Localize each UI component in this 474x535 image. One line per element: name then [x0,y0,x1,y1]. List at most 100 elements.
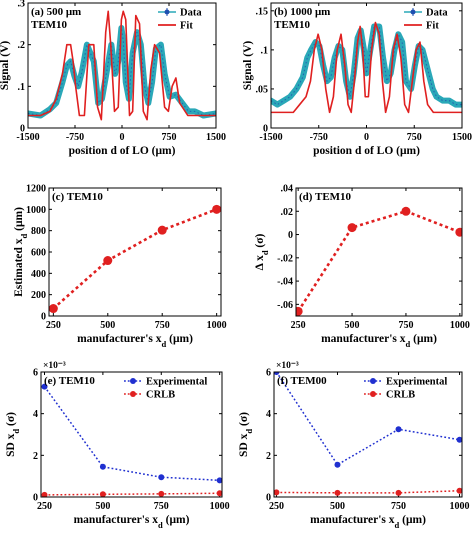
data-point-crlb [99,491,106,497]
y-tick-label: .3 [18,0,26,10]
data-point-experimental [216,477,222,484]
series-line-experimental [43,386,220,482]
series-line-crlb [276,490,460,494]
data-point-crlb [216,490,222,497]
legend-label-data: Data [426,8,448,19]
x-tick-label: -1500 [259,132,282,143]
data-point-estimate [455,227,462,237]
x-tick-label: 1000 [207,320,227,331]
data-markers [271,25,462,106]
y-tick-label: .02 [281,207,294,218]
axes-frame [270,2,463,129]
x-tick-label: 750 [407,132,422,143]
y-axis-label: Estimated xd (μm) [13,207,29,297]
legend-swatch-marker [130,391,136,397]
y-tick-label: .15 [256,6,269,17]
y-tick-label: 800 [31,226,46,237]
data-point-experimental [274,372,280,375]
data-point-estimate [157,225,167,235]
x-axis-label: manufacturer's xd (μm) [310,514,426,530]
panel-title: (b) 1000 μm [274,6,330,18]
y-tick-label: .1 [261,45,269,56]
data-point-crlb [334,489,341,496]
plot-area-b [271,21,462,114]
y-tick-label: 0 [33,493,38,504]
y-tick-label: 0 [288,230,293,241]
x-axis-label: manufacturer's xd (μm) [77,333,193,349]
series-line-estimate [297,209,461,313]
data-point-estimate [347,223,357,233]
data-point-crlb [395,489,402,496]
legend-swatch-marker [164,9,170,15]
y-tick-label: 0 [266,493,271,504]
panel-a: -1500 -750 0 750 1500 0 .1 .2 .3 position d of LO… [0,0,226,157]
x-tick-label: 1500 [206,132,226,143]
legend-label-fit: Fit [180,21,193,32]
y-axis-label: Signal (V) [242,41,254,91]
legend-label-experimental: Experimental [146,377,207,388]
y-tick-label: -.02 [277,253,293,264]
y-tick-label: 2 [33,451,38,462]
y-tick-label: 600 [31,248,46,259]
plot-area-a [28,10,216,121]
data-point-estimate [212,204,221,214]
x-tick-label: 750 [155,320,170,331]
panel-title: (e) TEM10 [44,375,95,387]
y-tick-label: 6 [266,368,271,379]
panel-d: 250 500 750 1000 -.06 -.04 -.02 0 .02 .04 manufact… [254,184,470,350]
y-axis-label: Δ xd (σ) [254,233,270,270]
panel-title: (d) TEM10 [299,191,352,203]
axes-frame [27,2,217,129]
x-tick-label: -1500 [16,132,39,143]
x-axis-label: manufacturer's xd (μm) [321,333,437,349]
panel-e: 250 500 750 1000 0 2 4 6 manufacturer's xd (μm) S… [5,361,230,530]
y-tick-label: 4 [33,409,38,420]
axes-frame [40,371,223,498]
panel-title: (a) 500 μm [31,6,81,18]
panel-title: (f) TEM00 [277,375,327,387]
legend-label-crlb: CRLB [146,390,175,401]
y-tick-label: .2 [18,40,26,51]
data-point-experimental [456,436,462,443]
legend-swatch-marker [130,378,136,384]
y-tick-label: .1 [18,82,26,93]
y-tick-label: 400 [31,269,46,280]
x-tick-label: 250 [291,320,306,331]
panel-b: -1500 -750 0 750 1500 0 .05 .1 .15 position d of … [242,2,472,157]
fit-line [271,21,462,114]
data-point-crlb [456,487,462,494]
panel-mode-label: TEM10 [31,19,68,31]
data-point-estimate [103,256,113,266]
fit-line [28,10,216,121]
x-tick-label: 250 [46,320,61,331]
legend-label-fit: Fit [426,21,439,32]
data-point-crlb [274,489,280,496]
x-tick-label: 500 [345,320,360,331]
x-tick-label: 0 [364,132,369,143]
series-line-experimental [275,372,460,466]
legend-label-crlb: CRLB [386,390,415,401]
panel-mode-label: TEM10 [274,19,311,31]
legend-swatch-marker [370,378,376,384]
series-line-estimate [52,208,218,310]
y-tick-label: -.06 [277,300,293,311]
x-tick-label: 750 [162,132,177,143]
y-tick-label: 6 [33,368,38,379]
data-point-estimate [401,206,411,216]
panel-f: 250 500 750 1000 0 2 4 6 manufacturer's xd (μm) S… [238,361,470,530]
y-tick-label: 0 [41,312,46,323]
x-tick-label: 1000 [210,501,230,512]
x-tick-label: 250 [37,501,52,512]
x-tick-label: 500 [100,320,115,331]
y-tick-label: 0 [263,124,268,135]
y-axis-label: Signal (V) [0,41,11,91]
x-tick-label: 1000 [450,320,470,331]
x-tick-label: 500 [330,501,345,512]
x-axis-label: position d of LO (μm) [313,145,420,157]
legend-swatch-marker [370,391,376,397]
x-tick-label: 750 [398,320,413,331]
x-tick-label: 500 [95,501,110,512]
axes-frame [295,187,463,317]
axes-frame [48,187,222,317]
